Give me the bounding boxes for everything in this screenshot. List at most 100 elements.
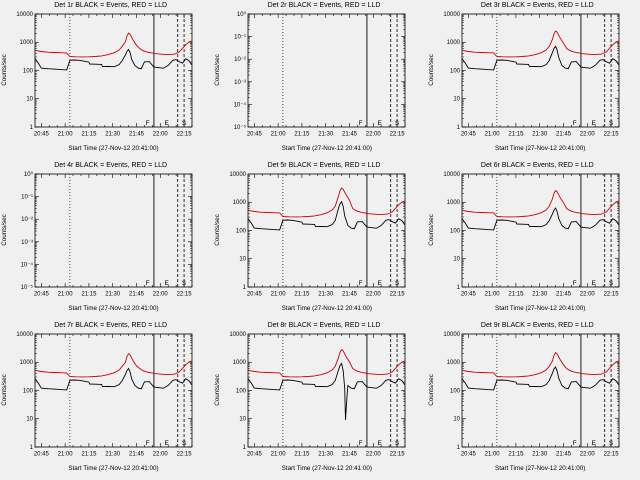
- svg-text:E: E: [591, 120, 596, 127]
- svg-text:100: 100: [450, 389, 461, 395]
- svg-text:20:45: 20:45: [461, 131, 477, 137]
- svg-text:100: 100: [23, 389, 34, 395]
- svg-text:10⁻¹: 10⁻¹: [235, 35, 247, 41]
- svg-text:22:00: 22:00: [366, 451, 382, 457]
- panel-title: Det 4r BLACK = Events, RED = LLD: [54, 162, 168, 169]
- svg-text:22:15: 22:15: [390, 291, 406, 297]
- y-axis-label: Counts/sec: [427, 214, 435, 246]
- panel-title: Det 8r BLACK = Events, RED = LLD: [267, 322, 381, 329]
- y-axis-label: Counts/sec: [214, 214, 222, 246]
- svg-text:21:00: 21:00: [271, 451, 287, 457]
- svg-text:1000: 1000: [20, 40, 34, 46]
- svg-text:F: F: [572, 120, 576, 127]
- svg-text:10: 10: [453, 97, 460, 103]
- svg-text:10⁻¹: 10⁻¹: [21, 195, 33, 201]
- svg-text:22:15: 22:15: [177, 451, 193, 457]
- svg-text:22:00: 22:00: [153, 291, 169, 297]
- series-events-line: [34, 367, 193, 391]
- svg-text:10000: 10000: [443, 12, 460, 18]
- svg-text:21:45: 21:45: [556, 451, 572, 457]
- panel-title: Det 7r BLACK = Events, RED = LLD: [54, 322, 168, 329]
- svg-text:1000: 1000: [446, 200, 460, 206]
- svg-text:22:15: 22:15: [390, 451, 406, 457]
- svg-text:21:30: 21:30: [105, 131, 121, 137]
- svg-text:F: F: [146, 120, 150, 127]
- svg-text:20:45: 20:45: [247, 451, 263, 457]
- panel-det-4r: Det 4r BLACK = Events, RED = LLD Counts/…: [0, 160, 213, 320]
- svg-text:F: F: [572, 280, 576, 287]
- series-events-line: [247, 362, 406, 421]
- svg-text:1: 1: [243, 445, 247, 451]
- svg-text:10⁻⁵: 10⁻⁵: [234, 124, 247, 131]
- svg-text:1000: 1000: [233, 200, 247, 206]
- svg-text:1000: 1000: [446, 360, 460, 366]
- x-axis-label: Start Time (27-Nov-12 20:41:00): [495, 305, 586, 312]
- svg-text:E: E: [378, 280, 383, 287]
- svg-text:21:15: 21:15: [295, 291, 311, 297]
- plot-canvas-det-4r: 20:45 21:00 21:15 21:30 21:45 22:00 22:15 10⁻⁵ 1…: [21, 171, 193, 297]
- svg-text:S: S: [182, 280, 187, 287]
- y-axis-label: Counts/sec: [1, 54, 8, 86]
- svg-text:22:00: 22:00: [153, 451, 169, 457]
- svg-text:1000: 1000: [20, 360, 34, 366]
- y-axis-label: Counts/sec: [1, 214, 8, 246]
- svg-text:10000: 10000: [443, 172, 460, 178]
- svg-text:22:00: 22:00: [579, 131, 595, 137]
- panel-det-8r: Det 8r BLACK = Events, RED = LLD Counts/…: [213, 320, 426, 480]
- x-axis-label: Start Time (27-Nov-12 20:41:00): [495, 145, 586, 152]
- svg-text:22:00: 22:00: [579, 291, 595, 297]
- panel-title: Det 6r BLACK = Events, RED = LLD: [480, 162, 594, 169]
- plot-canvas-det-9r: 20:45 21:00 21:15 21:30 21:45 22:00 22:15 1 10 10…: [443, 332, 620, 457]
- svg-text:E: E: [164, 280, 169, 287]
- svg-text:1000: 1000: [233, 360, 247, 366]
- svg-text:21:30: 21:30: [105, 451, 121, 457]
- x-axis-label: Start Time (27-Nov-12 20:41:00): [281, 145, 372, 152]
- svg-text:1: 1: [30, 125, 34, 131]
- svg-text:10000: 10000: [16, 12, 33, 18]
- svg-text:E: E: [591, 440, 596, 447]
- svg-text:100: 100: [23, 69, 34, 75]
- panel-title: Det 3r BLACK = Events, RED = LLD: [480, 2, 594, 9]
- svg-text:10: 10: [240, 417, 247, 423]
- svg-text:21:30: 21:30: [532, 291, 548, 297]
- series-events-line: [247, 200, 406, 231]
- svg-text:10: 10: [26, 97, 33, 103]
- x-axis-label: Start Time (27-Nov-12 20:41:00): [68, 465, 159, 472]
- svg-text:F: F: [572, 440, 576, 447]
- x-axis-label: Start Time (27-Nov-12 20:41:00): [495, 465, 586, 472]
- svg-text:21:45: 21:45: [129, 451, 145, 457]
- svg-text:21:15: 21:15: [508, 131, 524, 137]
- svg-text:21:00: 21:00: [271, 291, 287, 297]
- plot-canvas-det-1r: 20:45 21:00 21:15 21:30 21:45 22:00 22:15 1 10 10…: [16, 12, 193, 137]
- svg-text:20:45: 20:45: [461, 291, 477, 297]
- svg-text:20:45: 20:45: [34, 451, 50, 457]
- svg-text:21:45: 21:45: [556, 131, 572, 137]
- svg-text:20:45: 20:45: [461, 451, 477, 457]
- svg-text:10: 10: [453, 257, 460, 263]
- series-events-line: [461, 207, 620, 231]
- svg-text:10000: 10000: [443, 332, 460, 338]
- svg-text:1: 1: [30, 445, 34, 451]
- svg-text:10⁻⁴: 10⁻⁴: [234, 101, 247, 108]
- svg-text:E: E: [164, 440, 169, 447]
- plot-canvas-det-6r: 20:45 21:00 21:15 21:30 21:45 22:00 22:15 1 10 10…: [443, 172, 620, 297]
- svg-text:10: 10: [453, 417, 460, 423]
- svg-text:10: 10: [240, 257, 247, 263]
- svg-text:E: E: [591, 280, 596, 287]
- series-events-line: [34, 48, 193, 71]
- svg-text:21:15: 21:15: [81, 291, 97, 297]
- svg-text:F: F: [359, 280, 363, 287]
- svg-text:100: 100: [450, 69, 461, 75]
- svg-text:S: S: [182, 120, 187, 127]
- svg-text:21:45: 21:45: [556, 291, 572, 297]
- svg-text:21:30: 21:30: [105, 291, 121, 297]
- svg-text:21:15: 21:15: [295, 451, 311, 457]
- svg-text:21:00: 21:00: [271, 131, 287, 137]
- svg-text:E: E: [164, 120, 169, 127]
- svg-text:F: F: [146, 440, 150, 447]
- panel-det-7r: Det 7r BLACK = Events, RED = LLD Counts/…: [0, 320, 213, 480]
- y-axis-label: Counts/sec: [427, 54, 435, 86]
- svg-text:22:15: 22:15: [177, 291, 193, 297]
- series-events-line: [461, 45, 620, 71]
- svg-text:20:45: 20:45: [34, 291, 50, 297]
